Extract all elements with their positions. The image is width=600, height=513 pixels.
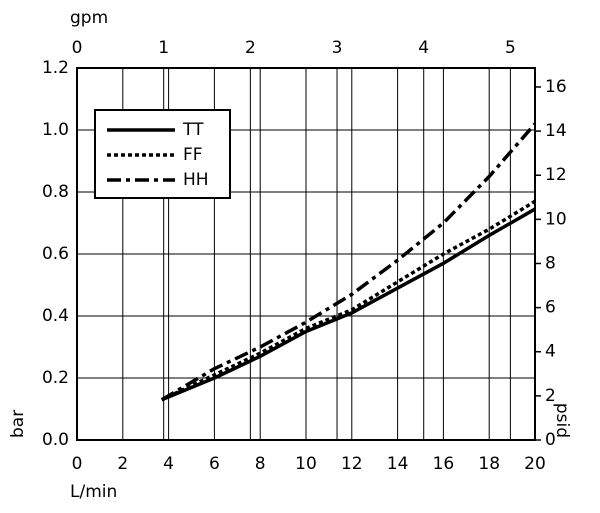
y-tick-label: 0.8 [42, 182, 69, 202]
x-axis-label: L/min [70, 482, 117, 502]
legend-label: FF [183, 145, 203, 165]
y2-tick-label: 4 [545, 342, 556, 362]
x-tick-label: 6 [209, 454, 220, 474]
x2-tick-label: 0 [72, 38, 83, 58]
legend-label: HH [183, 170, 209, 190]
legend-label: TT [182, 120, 204, 140]
x2-tick-label: 5 [505, 38, 516, 58]
x-tick-label: 12 [341, 454, 363, 474]
x2-tick-label: 3 [332, 38, 343, 58]
y2-tick-label: 14 [545, 121, 567, 141]
y2-tick-label: 12 [545, 165, 567, 185]
y2-tick-label: 0 [545, 430, 556, 450]
y-tick-label: 0.6 [42, 244, 69, 264]
x-tick-label: 18 [478, 454, 500, 474]
x-tick-label: 2 [117, 454, 128, 474]
x2-tick-label: 1 [158, 38, 169, 58]
x-tick-label: 4 [163, 454, 174, 474]
plot-frame [76, 67, 536, 441]
y2-tick-label: 10 [545, 209, 567, 229]
x-tick-label: 14 [387, 454, 409, 474]
y-tick-label: 1.2 [42, 58, 69, 78]
y-tick-label: 1.0 [42, 120, 69, 140]
y-tick-label: 0.2 [42, 368, 69, 388]
y-axis-label: bar [8, 410, 28, 438]
x2-tick-label: 4 [418, 38, 429, 58]
series-line [160, 122, 537, 402]
y-tick-label: 0.4 [42, 306, 69, 326]
x2-axis-label: gpm [70, 8, 108, 28]
y2-axis-label: psid [552, 403, 572, 438]
x-tick-label: 0 [72, 454, 83, 474]
y2-tick-label: 8 [545, 253, 556, 273]
y2-tick-label: 6 [545, 298, 556, 318]
x-tick-label: 10 [295, 454, 317, 474]
x-tick-label: 8 [255, 454, 266, 474]
x-tick-label: 20 [524, 454, 546, 474]
series-line [161, 207, 536, 402]
y2-tick-label: 2 [545, 386, 556, 406]
x2-tick-label: 2 [245, 38, 256, 58]
y2-tick-label: 16 [545, 77, 567, 97]
x-tick-label: 16 [433, 454, 455, 474]
series-line [160, 199, 536, 402]
y-tick-label: 0.0 [42, 430, 69, 450]
